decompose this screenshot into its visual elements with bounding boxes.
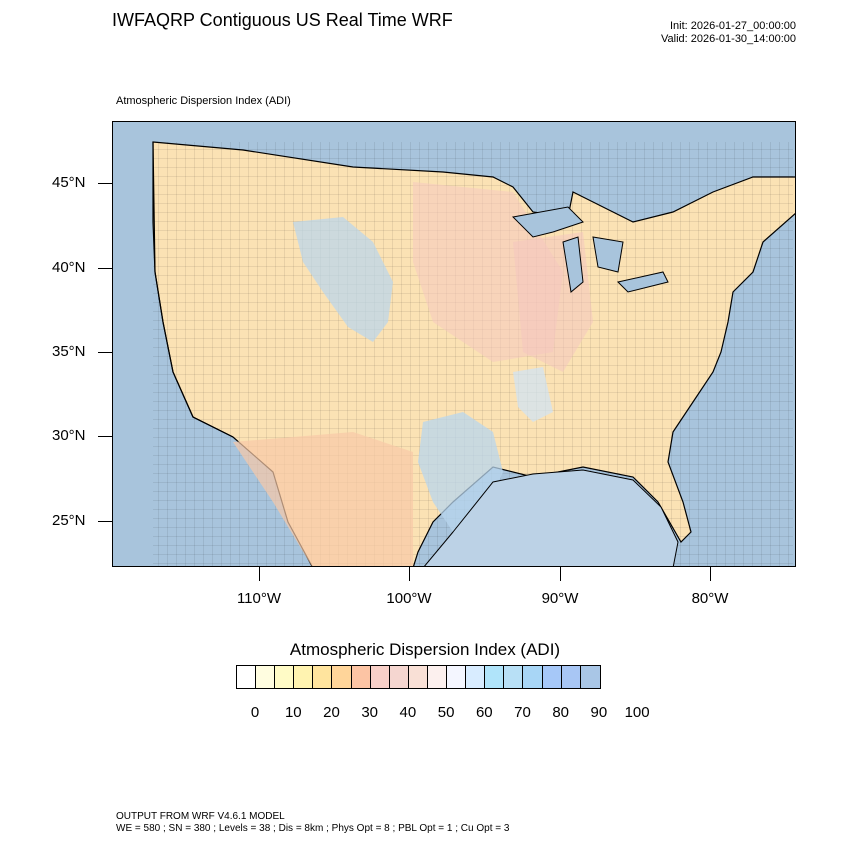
colorbar-tick-label: 20 <box>323 704 340 721</box>
lon-tick <box>710 567 711 581</box>
gulf-of-mexico <box>424 469 679 566</box>
colorbar-tick-label: 40 <box>399 704 417 721</box>
lat-tick <box>98 268 112 269</box>
colorbar-tick-label: 80 <box>552 704 570 721</box>
colorbar-box <box>427 666 448 688</box>
colorbar-tick-label: 70 <box>514 704 531 721</box>
legend-title: Atmospheric Dispersion Index (ADI) <box>289 640 561 659</box>
colorbar-box <box>313 666 333 688</box>
lat-label-40: 40°N <box>52 259 86 276</box>
colorbar-tick-label: 60 <box>475 704 493 721</box>
pacific-coast <box>152 141 234 438</box>
colorbar-box <box>447 666 467 688</box>
colorbar-box <box>408 666 428 688</box>
lon-label-110w: 110°W <box>236 590 282 607</box>
colorbar-tick-label: 0 <box>250 704 260 721</box>
lat-label-45: 45°N <box>52 174 86 191</box>
colorbar-box <box>466 666 486 688</box>
colorbar-tick-label: 50 <box>437 704 455 721</box>
lat-label-25: 25°N <box>52 512 86 529</box>
lat-tick <box>98 521 112 522</box>
colorbar-box <box>523 666 543 688</box>
colorbar-tick-label: 10 <box>284 704 302 721</box>
colorbar-box <box>580 666 600 688</box>
lat-label-35: 35°N <box>52 343 86 360</box>
map-title: IWFAQRP Contiguous US Real Time WRF <box>112 10 453 30</box>
colorbar-box <box>370 666 390 688</box>
valid-time: Valid: 2026-01-30_14:00:00 <box>661 33 796 45</box>
colorbar-box <box>504 666 524 688</box>
colorbar-box <box>351 666 371 688</box>
colorbar-box <box>485 666 505 688</box>
colorbar-tick-label: 100 <box>624 704 650 721</box>
arkansas-blue-region <box>513 367 553 422</box>
lat-tick <box>98 352 112 353</box>
colorbar-box <box>256 666 276 688</box>
lon-label-80w: 80°W <box>691 590 729 607</box>
lat-tick <box>98 436 112 437</box>
colorbar-box <box>542 666 562 688</box>
rocky-mountain-blue-region <box>293 217 393 342</box>
great-lakes <box>511 206 669 293</box>
lon-tick <box>409 567 410 581</box>
colorbar-box <box>294 666 314 688</box>
init-time: Init: 2026-01-27_00:00:00 <box>670 20 796 32</box>
colorbar-box <box>561 666 581 688</box>
colorbar-box <box>237 666 257 688</box>
map-image <box>113 122 795 566</box>
model-config-note: WE = 580 ; SN = 380 ; Levels = 38 ; Dis … <box>116 823 510 834</box>
lon-tick <box>259 567 260 581</box>
colorbar <box>236 665 601 689</box>
colorbar-box <box>389 666 409 688</box>
field-subtitle: Atmospheric Dispersion Index (ADI) <box>116 95 291 107</box>
lon-label-100w: 100°W <box>386 590 432 607</box>
lon-label-90w: 90°W <box>541 590 579 607</box>
lat-label-30: 30°N <box>52 427 86 444</box>
map-panel <box>112 121 796 567</box>
lon-tick <box>560 567 561 581</box>
colorbar-box <box>275 666 295 688</box>
lat-tick <box>98 183 112 184</box>
model-output-note: OUTPUT FROM WRF V4.6.1 MODEL <box>116 811 285 822</box>
colorbar-tick-label: 30 <box>361 704 379 721</box>
colorbar-box <box>332 666 352 688</box>
colorbar-tick-label: 90 <box>590 704 608 721</box>
mexico-orange-region <box>233 432 413 566</box>
